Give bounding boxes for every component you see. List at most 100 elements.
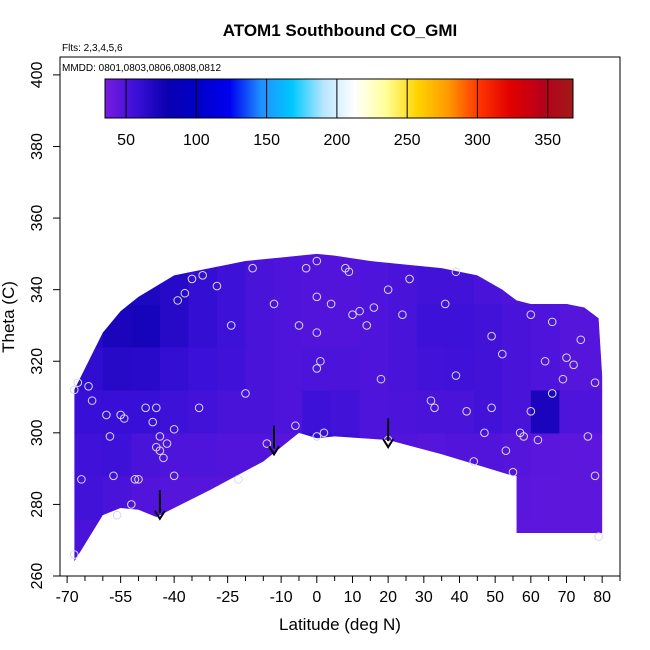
colorbar-tick-label-100: 100 xyxy=(183,132,210,149)
sample-point xyxy=(383,285,393,294)
field-cell-6-2 xyxy=(131,253,161,305)
sample-point xyxy=(148,417,158,427)
colorbar-bar xyxy=(104,78,574,119)
field-cell-4-11 xyxy=(388,346,418,391)
field-cell-0-6 xyxy=(245,518,275,562)
field-cell-4-9 xyxy=(331,346,361,391)
field-cell-1-5 xyxy=(216,475,247,520)
field-cell-1-8 xyxy=(302,475,332,520)
sample-point xyxy=(594,532,603,541)
x-tick-label--70: -70 xyxy=(56,589,79,606)
sample-point xyxy=(248,263,257,273)
field-cell-6-14 xyxy=(473,253,503,305)
sample-point xyxy=(69,385,79,395)
sample-point xyxy=(234,475,243,484)
field-cell-0-8 xyxy=(302,518,332,562)
field-cell-4-6 xyxy=(245,346,275,391)
field-cell-3-0 xyxy=(74,389,104,434)
sample-point xyxy=(291,421,300,430)
colorbar-ticks: 50 100 150 200 250 300 350 xyxy=(117,79,561,149)
sample-point xyxy=(547,389,557,398)
field-cell-2-4 xyxy=(188,432,218,477)
sample-point xyxy=(533,435,543,445)
sample-point xyxy=(558,374,568,384)
y-tick-label-300: 300 xyxy=(29,419,46,446)
sample-point xyxy=(487,403,496,413)
colorbar-tick-label-250: 250 xyxy=(394,132,421,149)
sample-point xyxy=(526,407,536,416)
sample-point xyxy=(312,292,322,302)
field-cell-5-7 xyxy=(274,303,304,348)
field-cell-1-13 xyxy=(445,475,475,520)
field-cell-5-16 xyxy=(530,303,560,348)
sample-point xyxy=(198,271,207,280)
x-tick-label--10: -10 xyxy=(270,589,293,606)
sample-point xyxy=(508,467,518,477)
field-cell-4-13 xyxy=(445,346,475,391)
x-tick-label-10: 10 xyxy=(344,589,362,606)
sample-points xyxy=(69,256,603,559)
x-tick-label-20: 20 xyxy=(379,589,397,606)
y-tick-label-260: 260 xyxy=(29,563,46,590)
field-cell-3-6 xyxy=(245,389,275,434)
sample-point xyxy=(590,471,600,481)
sample-point xyxy=(312,256,322,266)
field-cell-6-11 xyxy=(388,253,418,305)
field-cell-6-3 xyxy=(159,253,190,305)
field-cell-4-10 xyxy=(359,346,389,391)
field-cell-4-16 xyxy=(530,346,560,391)
field-cell-1-1 xyxy=(102,475,132,520)
field-cell-6-16 xyxy=(530,253,560,305)
field-cell-2-0 xyxy=(74,432,104,477)
field-cell-0-9 xyxy=(331,518,361,562)
field-cell-6-8 xyxy=(302,253,332,305)
plot-frame xyxy=(59,56,621,577)
sample-point xyxy=(398,310,407,320)
y-tick-label-380: 380 xyxy=(29,133,46,160)
sample-point xyxy=(376,374,386,384)
field-cell-1-15 xyxy=(502,475,532,520)
field-cell-5-4 xyxy=(188,303,218,348)
x-tick-label--25: -25 xyxy=(216,589,239,606)
field-cell-1-14 xyxy=(473,475,503,520)
flights-annotation: Flts: 2,3,4,5,6 xyxy=(62,43,123,54)
sample-point xyxy=(590,378,600,388)
field-cell-1-16 xyxy=(530,475,560,520)
field-cell-3-10 xyxy=(359,389,389,434)
x-tick-label-80: 80 xyxy=(593,589,611,606)
field-cell-4-2 xyxy=(131,346,161,391)
sample-point xyxy=(469,457,479,466)
sample-point xyxy=(226,321,236,330)
sample-point xyxy=(109,471,118,481)
field-cell-0-13 xyxy=(445,518,475,562)
field-cell-3-13 xyxy=(445,389,475,434)
field-cell-5-14 xyxy=(473,303,503,348)
sample-point xyxy=(405,274,414,284)
sample-point xyxy=(162,439,172,448)
field-cell-1-6 xyxy=(245,475,275,520)
sample-point xyxy=(426,396,436,405)
x-tick-label--40: -40 xyxy=(163,589,186,606)
field-cell-5-13 xyxy=(445,303,475,348)
field-cell-3-9 xyxy=(331,389,361,434)
colorbar-tick-label-50: 50 xyxy=(117,132,135,149)
x-axis-label: Latitude (deg N) xyxy=(279,615,401,634)
sample-point xyxy=(130,475,140,484)
sample-point xyxy=(312,328,322,337)
y-axis-label: Theta (C) xyxy=(0,281,18,353)
field-cell-0-4 xyxy=(188,518,218,562)
sample-point xyxy=(119,414,129,423)
sample-point xyxy=(526,310,536,320)
field-cell-5-12 xyxy=(416,303,446,348)
sample-point xyxy=(194,403,204,413)
field-cell-3-4 xyxy=(188,389,218,434)
field-cell-4-7 xyxy=(274,346,304,391)
field-cell-4-0 xyxy=(74,346,104,391)
field-cell-0-2 xyxy=(131,518,161,562)
sample-point xyxy=(583,432,593,441)
field-cell-4-8 xyxy=(302,346,332,391)
sample-point xyxy=(341,263,350,273)
field-cell-5-10 xyxy=(359,303,389,348)
chart-title: ATOM1 Southbound CO_GMI xyxy=(223,21,458,40)
sample-point xyxy=(487,331,496,341)
